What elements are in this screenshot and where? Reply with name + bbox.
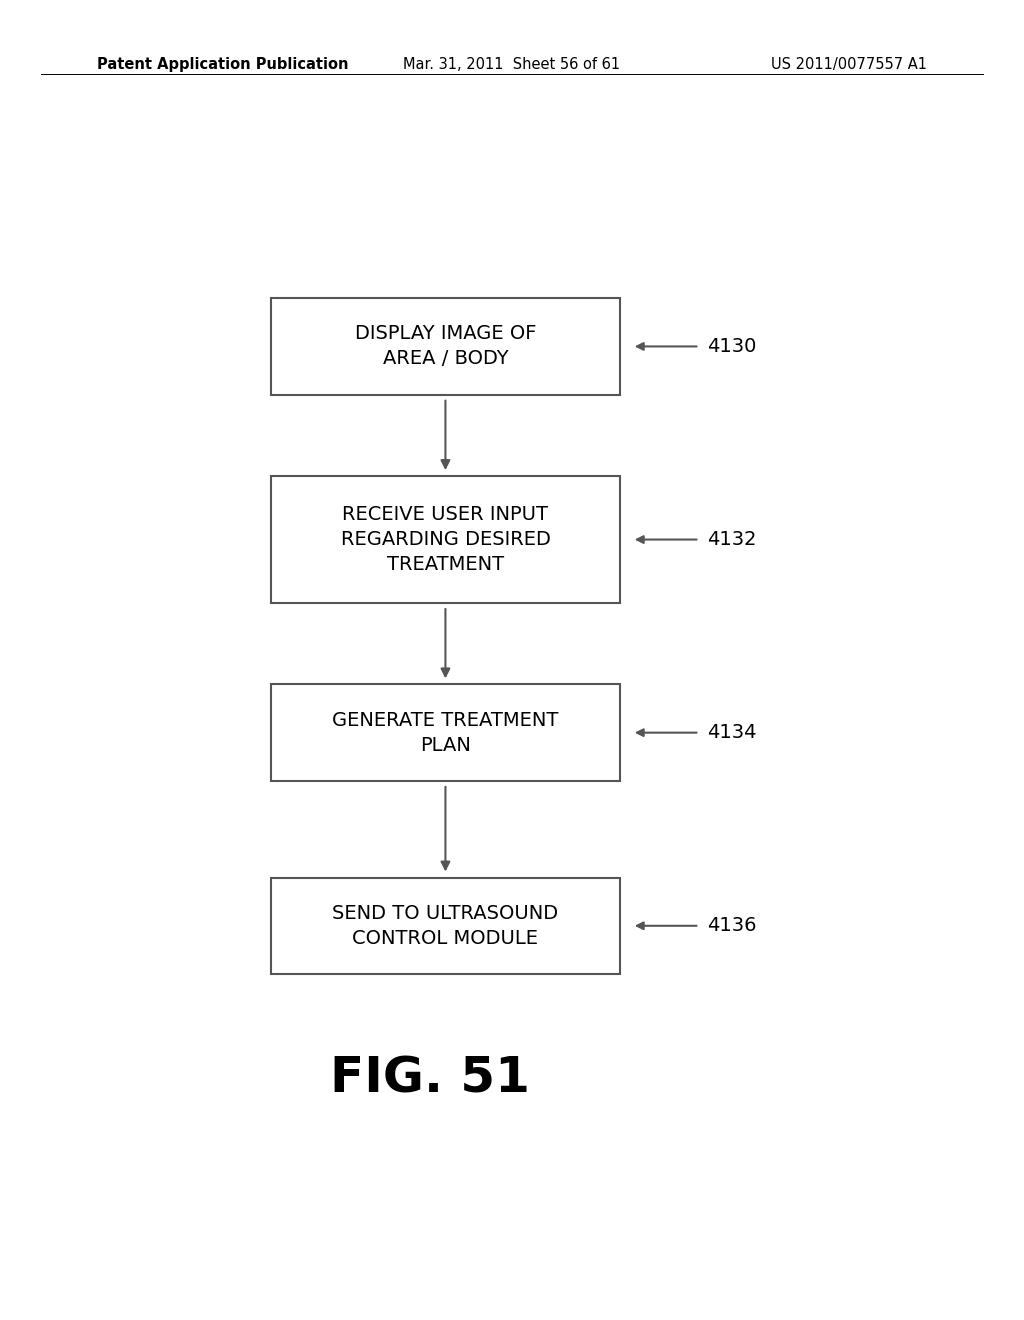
Bar <box>270 684 620 781</box>
Bar <box>270 477 620 603</box>
Text: 4136: 4136 <box>708 916 757 936</box>
Text: FIG. 51: FIG. 51 <box>330 1055 529 1102</box>
Text: US 2011/0077557 A1: US 2011/0077557 A1 <box>771 57 927 71</box>
Text: GENERATE TREATMENT
PLAN: GENERATE TREATMENT PLAN <box>332 710 559 755</box>
Text: Patent Application Publication: Patent Application Publication <box>97 57 349 71</box>
Text: RECEIVE USER INPUT
REGARDING DESIRED
TREATMENT: RECEIVE USER INPUT REGARDING DESIRED TRE… <box>341 506 550 574</box>
Text: 4132: 4132 <box>708 531 757 549</box>
Text: SEND TO ULTRASOUND
CONTROL MODULE: SEND TO ULTRASOUND CONTROL MODULE <box>333 904 558 948</box>
Text: 4134: 4134 <box>708 723 757 742</box>
Text: DISPLAY IMAGE OF
AREA / BODY: DISPLAY IMAGE OF AREA / BODY <box>354 325 537 368</box>
Bar <box>270 878 620 974</box>
Text: 4130: 4130 <box>708 337 757 356</box>
Text: Mar. 31, 2011  Sheet 56 of 61: Mar. 31, 2011 Sheet 56 of 61 <box>403 57 621 71</box>
Bar <box>270 298 620 395</box>
